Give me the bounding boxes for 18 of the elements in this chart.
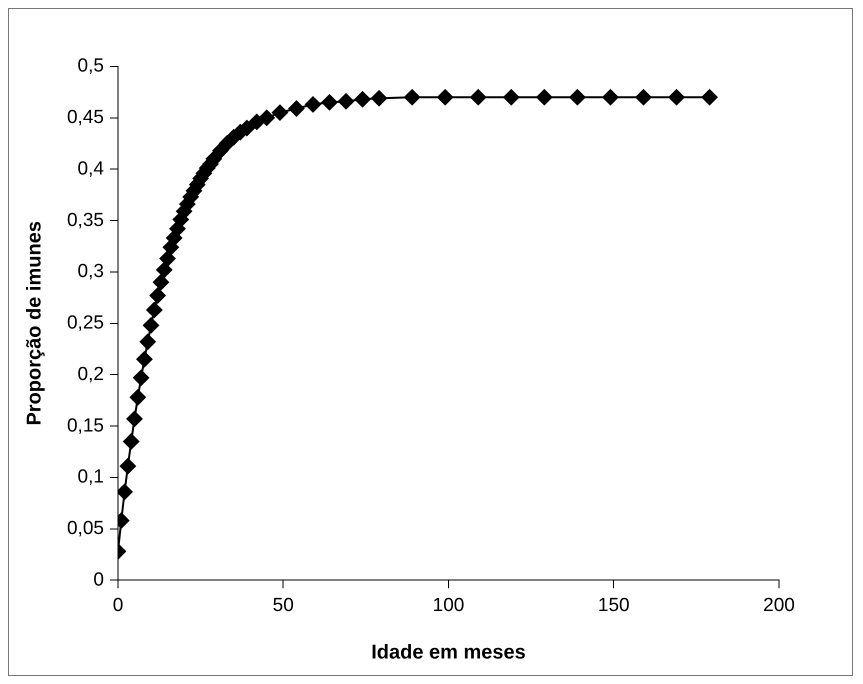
x-tick-label: 0 <box>112 594 124 616</box>
y-tick-label: 0,3 <box>78 261 104 282</box>
y-tick-label: 0 <box>93 569 104 590</box>
y-tick-label: 0,15 <box>66 415 104 436</box>
y-tick-label: 0,5 <box>78 56 104 77</box>
y-tick-label: 0,05 <box>66 518 104 540</box>
x-tick-label: 200 <box>763 594 795 616</box>
x-tick-label: 150 <box>598 594 630 616</box>
y-tick-label: 0,45 <box>66 107 104 128</box>
x-tick-label: 50 <box>272 594 294 616</box>
y-tick-label: 0,4 <box>78 158 104 180</box>
y-axis-title: Proporção de imunes <box>24 221 46 426</box>
y-tick-label: 0,35 <box>66 210 104 231</box>
y-tick-label: 0,2 <box>78 364 104 385</box>
x-axis-title: Idade em meses <box>371 642 526 664</box>
y-tick-label: 0,1 <box>78 466 104 488</box>
x-tick-label: 100 <box>432 594 464 616</box>
y-tick-label: 0,25 <box>66 312 104 334</box>
